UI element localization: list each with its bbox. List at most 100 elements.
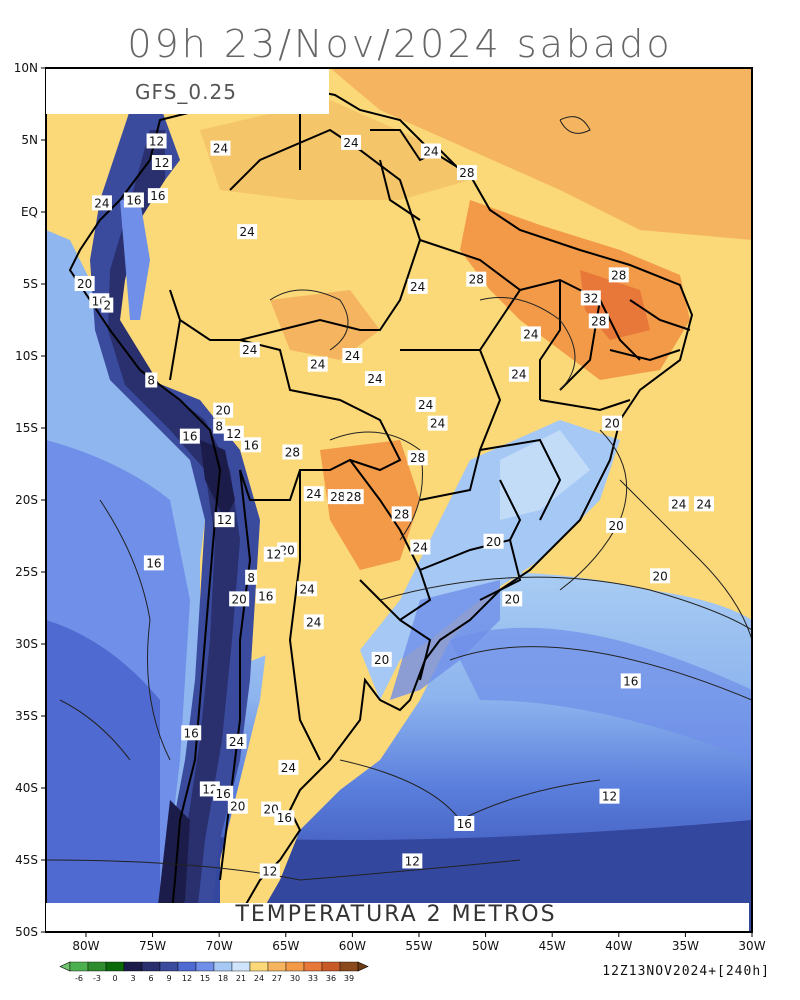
contour-label-bg: [466, 271, 487, 287]
contour-label-bg: [694, 496, 715, 512]
colorbar-label: 27: [272, 974, 282, 983]
contour-label: 28: [394, 507, 409, 521]
contour-label-bg: [599, 788, 620, 804]
contour-label: 20: [505, 592, 520, 606]
contour-label-bg: [278, 759, 299, 775]
contour-label: 16: [277, 811, 292, 825]
lat-tick-label: 15S: [15, 421, 38, 435]
contour-label-bg: [668, 496, 689, 512]
lon-tick-label: 70W: [206, 939, 233, 953]
contour-label-bg: [282, 444, 303, 460]
colorbar-segment: [267, 961, 287, 972]
lat-tick-label: 50S: [15, 925, 38, 939]
colorbar-under-arrow: [59, 961, 71, 972]
contour-label: 20: [216, 404, 231, 418]
contour-label-bg: [213, 402, 234, 418]
colorbar-segment: [339, 961, 359, 972]
contour-label-bg: [213, 418, 226, 434]
contour-label: 24: [229, 735, 244, 749]
contour-label-bg: [327, 489, 348, 505]
contour-label-bg: [214, 512, 235, 528]
lat-tick-label: 5S: [23, 277, 38, 291]
colorbar-segment: [285, 961, 305, 972]
contour-label-bg: [146, 133, 167, 149]
colorbar-segment: [105, 961, 125, 972]
contour-label: 20: [608, 519, 623, 533]
contour-label: 24: [94, 196, 109, 210]
colorbar-segment: [177, 961, 197, 972]
run-label: 12Z13NOV2024+[240h]: [602, 964, 770, 979]
contour-label-bg: [427, 415, 448, 431]
colorbar-segment: [249, 961, 269, 972]
longitude-axis: 80W 75W 70W 65W 60W 55W 50W 45W 40W 35W 30W: [72, 932, 766, 953]
model-label-box: [46, 69, 329, 114]
contour-label-bg: [602, 415, 623, 431]
contour-label: 24: [242, 343, 257, 357]
contour-label-bg: [407, 450, 428, 466]
contour-label-bg: [391, 506, 412, 522]
contour-label-bg: [213, 785, 234, 801]
colorbar-label: 21: [236, 974, 246, 983]
contour-label: 12: [226, 427, 241, 441]
contour-label-bg: [227, 798, 248, 814]
contour-label-bg: [145, 372, 158, 388]
contour-label: 24: [410, 280, 425, 294]
contour-label-bg: [371, 651, 392, 667]
contour-label-bg: [181, 725, 202, 741]
contour-label-bg: [303, 486, 324, 502]
contour-label: 24: [343, 136, 358, 150]
contour-label-bg: [454, 816, 475, 831]
contour-label-bg: [74, 276, 95, 291]
contour-label: 16: [623, 674, 638, 688]
contour-label-bg: [179, 428, 200, 444]
lat-tick-label: 45S: [15, 853, 38, 867]
contour-label-bg: [402, 853, 423, 869]
latitude-axis: 10N 5N EQ 5S 10S 15S 20S 25S 30S 35S 40S 45S 50S: [14, 61, 46, 939]
contour-label: 2: [103, 299, 111, 313]
lat-tick-label: 20S: [15, 493, 38, 507]
colorbar-label: 33: [308, 974, 318, 983]
contour-label: 16: [258, 589, 273, 603]
contour-label: 24: [671, 497, 686, 511]
lon-tick-label: 40W: [605, 939, 632, 953]
contour-label: 12: [262, 865, 277, 879]
colorbar-over-arrow: [357, 961, 369, 972]
lat-tick-label: EQ: [21, 205, 38, 219]
colorbar-segment: [303, 961, 323, 972]
contour-label-bg: [620, 673, 641, 689]
map-title: 09h 23/Nov/2024 sabado: [127, 22, 673, 66]
contour-label: 20: [652, 569, 667, 583]
contour-label: 24: [423, 145, 438, 159]
contour-label: 28: [469, 273, 484, 287]
contour-label-bg: [520, 326, 541, 342]
contour-label: 12: [405, 854, 420, 868]
contour-label-bg: [237, 224, 258, 240]
variable-label-box: [46, 903, 749, 931]
contour-label: 16: [184, 726, 199, 740]
contour-label: 8: [147, 373, 155, 387]
colorbar-label: 30: [290, 974, 300, 983]
colorbar-segment: [231, 961, 251, 972]
colorbar-label: 6: [148, 974, 153, 983]
colorbar-segment: [321, 961, 341, 972]
contour-label-bg: [91, 195, 112, 211]
contour-label-bg: [147, 188, 168, 204]
contour-label-bg: [588, 313, 609, 329]
contour-label-bg: [303, 614, 324, 630]
contour-label-bg: [650, 568, 671, 584]
contour-label: 24: [511, 368, 526, 382]
lat-tick-label: 35S: [15, 709, 38, 723]
colorbar: -6 -3 0 3 6 9 12 15 18 21 24 27 30 33 36 39: [59, 961, 369, 983]
contour-label: 16: [243, 438, 258, 452]
colorbar-label: 0: [112, 974, 117, 983]
colorbar-segment: [159, 961, 179, 972]
colorbar-label: 15: [200, 974, 210, 983]
colorbar-label: 9: [166, 974, 171, 983]
contour-label-bg: [245, 569, 258, 585]
contour-label: 12: [602, 790, 617, 804]
contour-label: 28: [285, 445, 300, 459]
contour-label-bg: [307, 356, 328, 372]
contour-label-bg: [365, 371, 386, 387]
contour-label: 16: [457, 817, 472, 831]
colorbar-label: 18: [218, 974, 228, 983]
